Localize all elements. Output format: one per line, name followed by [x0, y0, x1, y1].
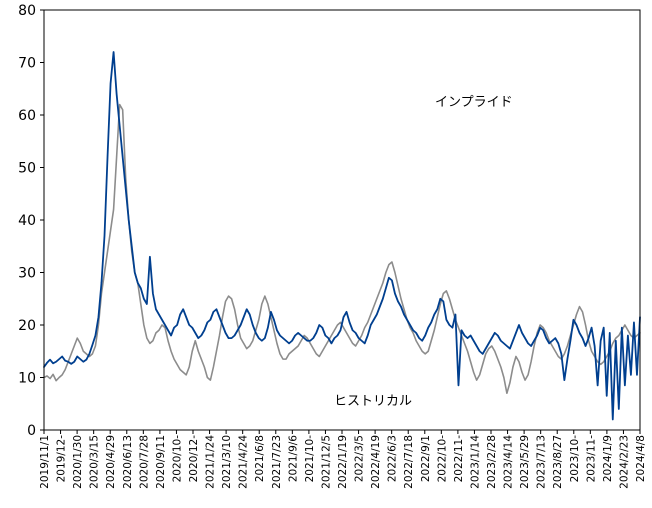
- x-axis-tick-label: 2021/7/23: [271, 435, 283, 489]
- y-axis-tick-label: 60: [18, 108, 36, 124]
- x-axis-tick-label: 2021/6/8: [254, 435, 266, 482]
- x-axis-tick-label: 2023/10-: [569, 435, 581, 483]
- y-axis-tick-label: 80: [18, 3, 36, 19]
- x-axis-tick-label: 2020/12-: [188, 435, 200, 483]
- x-axis-tick-label: 2023/8/27: [552, 435, 564, 489]
- x-axis-tick-label: 2019/12-: [56, 435, 68, 483]
- x-axis-tick-label: 2023/2/28: [486, 435, 498, 489]
- x-axis-tick-label: 2019/11/1: [39, 435, 51, 489]
- x-axis-tick-label: 2023/11-: [585, 435, 597, 483]
- x-axis-tick-label: 2022/10-: [436, 435, 448, 483]
- implied-series-line: [43, 51, 641, 421]
- y-axis-tick-label: 40: [18, 213, 36, 229]
- y-axis-tick-labels: 0 10 20 30 40 50 60 70 80: [18, 3, 36, 439]
- x-axis-tick-label: 2021/4/24: [238, 435, 250, 489]
- axis-layer: [40, 9, 641, 434]
- x-axis-tick-label: 2021/1/24: [205, 435, 217, 489]
- x-axis-tick-label: 2021/9/6: [287, 435, 299, 482]
- x-axis-tick-label: 2021/10-: [304, 435, 316, 483]
- x-axis-tick-label: 2021/12/5: [320, 435, 332, 489]
- x-axis-tick-label: 2020/1/30: [72, 435, 84, 489]
- x-axis-tick-label: 2023/1/14: [469, 435, 481, 489]
- x-axis-tick-label: 2024/2/23: [618, 435, 630, 489]
- x-axis-tick-label: 2022/9/1: [420, 435, 432, 482]
- y-axis-tick-label: 30: [18, 266, 36, 282]
- series-layer: [43, 51, 641, 421]
- x-axis-tick-labels: 2019/11/1 2019/12- 2020/1/30 2020/3/15 2020/…: [39, 435, 647, 489]
- x-axis-tick-label: 2020/9/11: [155, 435, 167, 489]
- x-axis-tick-label: 2020/10-: [171, 435, 183, 483]
- implied-series-label: インプライド: [435, 95, 513, 110]
- y-axis-tick-label: 0: [27, 423, 36, 439]
- x-axis-tick-label: 2022/7/18: [403, 435, 415, 489]
- y-axis-tick-label: 10: [18, 371, 36, 387]
- y-axis-tick-label: 70: [18, 56, 36, 72]
- x-axis-tick-label: 2024/1/9: [602, 435, 614, 482]
- y-axis-tick-label: 20: [18, 318, 36, 334]
- x-axis-tick-label: 2022/11-: [453, 435, 465, 483]
- x-axis-tick-label: 2020/6/13: [122, 435, 134, 489]
- x-axis-tick-label: 2023/7/13: [536, 435, 548, 489]
- x-axis-tick-label: 2020/7/28: [138, 435, 150, 489]
- x-axis-tick-label: 2022/1/19: [337, 435, 349, 489]
- x-axis-tick-label: 2021/3/10: [221, 435, 233, 489]
- historical-series-label: ヒストリカル: [334, 394, 412, 409]
- x-axis-tick-label: 2020/4/29: [105, 435, 117, 489]
- x-axis-tick-label: 2020/3/15: [89, 435, 101, 489]
- x-axis-tick-label: 2024/4/8: [635, 435, 647, 482]
- x-axis-tick-label: 2022/4/19: [370, 435, 382, 489]
- x-axis-tick-label: 2023/5/29: [519, 435, 531, 489]
- x-axis-tick-label: 2022/6/3: [387, 435, 399, 482]
- x-axis-tick-label: 2023/4/14: [503, 435, 515, 489]
- y-axis-tick-label: 50: [18, 161, 36, 177]
- x-axis-tick-label: 2022/3/5: [354, 435, 366, 482]
